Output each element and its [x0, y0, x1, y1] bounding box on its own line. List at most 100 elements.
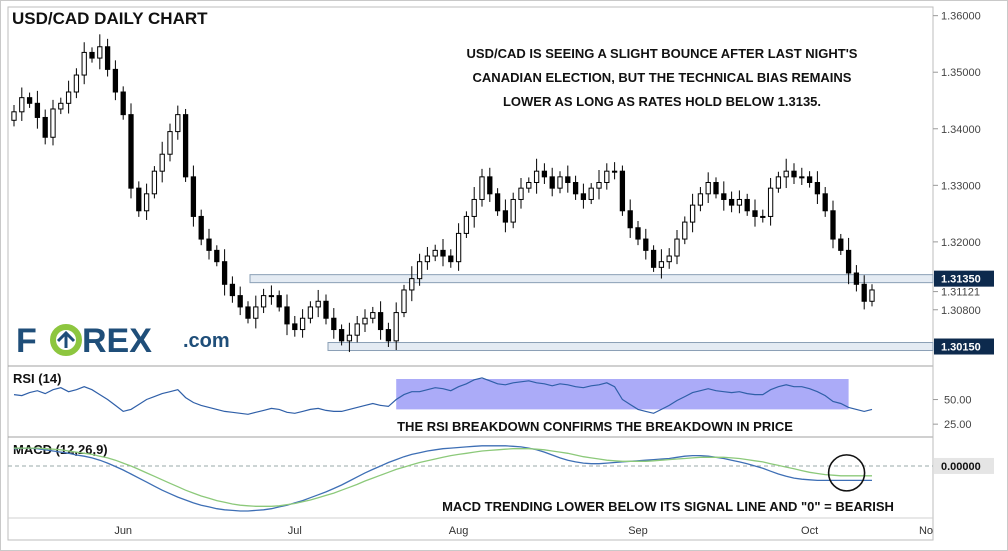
candle-down	[331, 317, 337, 331]
candle-up	[268, 295, 275, 298]
rsi-title: RSI (14)	[13, 371, 61, 386]
macd-zero-tag	[934, 457, 994, 474]
candle-down	[276, 295, 282, 308]
macd-line	[13, 445, 872, 512]
time-axis: Jun Jul Aug Sep Oct No	[114, 525, 933, 537]
candle-up	[151, 170, 158, 195]
candle-down	[627, 210, 633, 229]
candle-down	[448, 255, 454, 263]
time-tick-label: Oct	[801, 525, 818, 537]
candle-up	[869, 289, 875, 302]
candle-down	[323, 300, 329, 319]
candle-up	[167, 131, 173, 155]
candle-up	[81, 51, 87, 76]
candle-down	[292, 323, 298, 331]
chart-title: USD/CAD DAILY CHART	[12, 9, 208, 28]
candle-up	[260, 295, 267, 308]
candle-down	[502, 210, 509, 223]
candle-up	[175, 114, 181, 133]
candle-up	[783, 170, 789, 178]
candle-down	[487, 176, 493, 195]
candle-up	[19, 97, 25, 113]
rsi-highlight-box	[396, 379, 849, 410]
forex-logo: F REX .com	[16, 322, 230, 360]
candle-up	[401, 289, 407, 314]
candle-down	[565, 176, 571, 184]
candle-down	[214, 249, 220, 263]
candle-up	[97, 46, 103, 59]
candle-down	[838, 238, 844, 251]
candle-up	[346, 334, 353, 342]
candlestick-series	[11, 34, 875, 353]
main-annotation: USD/CAD IS SEEING A SLIGHT BOUNCE AFTER …	[467, 46, 858, 109]
candle-up	[424, 255, 431, 263]
candle-down	[440, 249, 446, 257]
candle-up	[479, 176, 485, 200]
price-tick-label: 1.34000	[941, 124, 981, 136]
candle-up	[307, 306, 314, 319]
candle-down	[284, 306, 290, 325]
macd-highlight-circle	[827, 454, 866, 492]
rsi-tick-label: 50.00	[944, 395, 972, 407]
annotation-line-1: USD/CAD IS SEEING A SLIGHT BOUNCE AFTER …	[467, 46, 858, 61]
candle-up	[463, 215, 470, 234]
price-tick-label: 1.32000	[941, 237, 981, 249]
candle-down	[237, 295, 243, 308]
time-tick-label: Jun	[114, 525, 132, 537]
candle-up	[432, 249, 438, 257]
candle-down	[814, 182, 821, 195]
candle-up	[518, 187, 524, 200]
logo-o-ring	[50, 324, 82, 356]
candle-down	[580, 193, 587, 200]
candle-down	[721, 193, 727, 200]
candle-down	[541, 170, 548, 178]
candle-up	[65, 91, 72, 104]
candle-down	[221, 261, 228, 285]
level-band	[327, 342, 934, 352]
candle-up	[705, 182, 711, 195]
macd-annotation: MACD TRENDING LOWER BELOW ITS SIGNAL LIN…	[442, 499, 894, 514]
candle-down	[791, 170, 797, 178]
annotation-line-3: LOWER AS LONG AS RATES HOLD BELOW 1.3135…	[503, 94, 821, 109]
rsi-tick-label: 25.00	[944, 419, 972, 431]
candle-up	[73, 74, 80, 93]
candle-up	[510, 198, 516, 223]
candle-up	[416, 261, 423, 280]
logo-dotcom: .com	[183, 330, 230, 352]
annotation-line-2: CANADIAN ELECTION, BUT THE TECHNICAL BIA…	[473, 70, 852, 85]
candle-down	[861, 283, 867, 302]
candle-down	[845, 249, 852, 274]
candle-up	[455, 232, 462, 263]
current-price-label: 1.31121	[941, 287, 980, 299]
candle-down	[728, 198, 735, 206]
candle-down	[26, 97, 33, 104]
rsi-line	[13, 377, 873, 415]
candle-down	[572, 182, 579, 195]
candle-down	[549, 176, 555, 189]
candle-down	[190, 176, 197, 217]
candle-down	[806, 176, 813, 184]
level-band	[249, 274, 934, 284]
candle-up	[11, 111, 17, 121]
time-tick-label: Aug	[449, 525, 469, 537]
price-tick-label: 1.33000	[941, 180, 981, 192]
candle-down	[822, 193, 828, 212]
level-price-label: 1.31350	[941, 274, 981, 286]
candle-down	[89, 51, 95, 59]
candle-down	[713, 182, 719, 195]
macd-tick-label: 0.00000	[941, 461, 981, 473]
candle-up	[526, 182, 532, 189]
candle-up	[689, 204, 696, 223]
candle-down	[619, 170, 626, 212]
candle-up	[362, 317, 368, 325]
candle-up	[557, 176, 563, 189]
candle-down	[494, 193, 501, 212]
candle-down	[112, 68, 119, 93]
price-axis: 1.36000 1.35000 1.34000 1.33000 1.32000 1.308…	[933, 11, 994, 355]
logo-letters-rex: REX	[82, 322, 152, 360]
candle-up	[393, 312, 399, 342]
candle-up	[674, 238, 680, 257]
candle-up	[658, 261, 665, 268]
candle-down	[744, 198, 750, 212]
